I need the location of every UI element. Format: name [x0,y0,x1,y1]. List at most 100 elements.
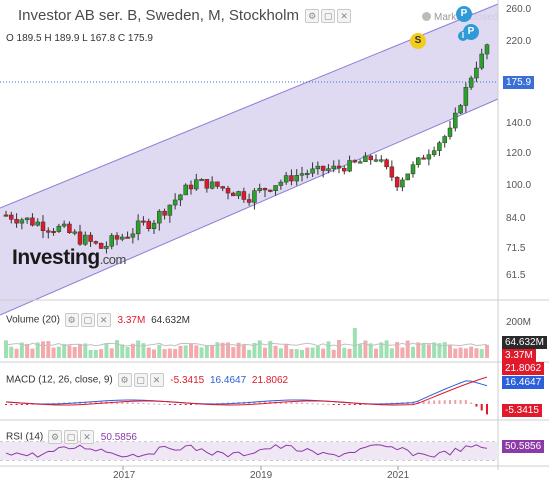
macd-hist-bar [131,402,134,404]
close-icon[interactable]: ✕ [80,430,95,444]
candle-body [347,160,352,172]
volume-bar [56,346,61,358]
volume-bar [173,348,178,358]
volume-bar [130,343,135,358]
gear-icon[interactable]: ⚙ [48,430,63,444]
close-icon[interactable]: ✕ [337,9,352,24]
candle-body [199,179,204,182]
candle-body [310,168,315,174]
candle-body [178,194,183,201]
volume-bar [400,347,405,358]
macd-hist-bar [147,403,150,405]
marker-p[interactable]: P [456,6,472,22]
candle-body [379,159,384,162]
candle-body [98,242,104,249]
macd-hist-bar [443,400,446,404]
candle-body [299,173,305,176]
macd-hist-bar [348,404,351,405]
candle-body [257,188,262,191]
settings-icon[interactable]: ▢ [321,9,336,24]
macd-hist-bar [264,401,266,404]
macd-hist-bar [31,403,34,405]
candle-body [225,187,231,194]
macd-hist-bar [10,404,13,405]
candle-body [125,236,130,239]
close-icon[interactable]: ✕ [149,373,164,387]
volume-bar [30,348,35,358]
macd-hist-bar [327,403,330,405]
volume-bar [437,343,442,358]
macd-hist-bar [258,401,261,404]
macd-hist-tag: -5.3415 [502,404,542,417]
candle-body [40,221,46,232]
candle-body [51,230,56,233]
candle-body [410,164,416,175]
volume-bar [458,347,463,358]
investing-logo: Investing.com [12,246,126,269]
marker-i[interactable]: I [458,31,468,41]
candle-body [88,234,93,242]
volume-bar [395,342,400,358]
candle-body [246,199,252,203]
candle-body [194,179,199,190]
macd-hist-bar [89,401,92,404]
volume-bar [368,343,373,358]
candle-body [252,190,257,203]
volume-bar [236,342,241,358]
gear-icon[interactable]: ⚙ [305,9,320,24]
macd-hist-bar [385,402,388,404]
macd-hist-bar [94,401,97,404]
chart-title-bar: Investor AB ser. B, Sweden, M, Stockholm… [18,7,352,24]
volume-bar [19,342,24,358]
candle-body [479,53,484,69]
candle-body [167,204,173,216]
volume-bar [157,344,162,358]
volume-bar [146,347,151,358]
candle-body [278,181,284,186]
gear-icon[interactable]: ⚙ [64,313,79,327]
candle-body [289,175,294,182]
macd-hist-bar [454,400,457,404]
settings-icon[interactable]: ▢ [133,373,148,387]
volume-bar [321,348,326,358]
macd-hist-bar [163,403,166,405]
volume-bar [416,342,421,358]
volume-bar [183,345,188,358]
volume-bar [99,349,104,358]
candle-body [14,219,19,224]
volume-bar [432,342,437,358]
volume-bar [152,349,156,358]
macd-hist-bar [449,400,451,404]
candle-body [326,168,331,171]
volume-bar [363,340,368,358]
gear-icon[interactable]: ⚙ [117,373,132,387]
candle-body [262,188,268,191]
volume-bar [120,344,125,358]
candle-body [484,44,490,55]
candle-body [109,235,114,247]
settings-icon[interactable]: ▢ [64,430,79,444]
volume-bar [136,340,141,358]
marker-s[interactable]: S [410,33,426,49]
macd-hist-bar [137,402,140,404]
price-tick: 140.0 [506,118,532,129]
price-tick: 220.0 [506,36,532,47]
candle-body [19,219,25,224]
macd-hist-bar [195,403,198,405]
volume-bar [125,346,130,358]
volume-bar [62,343,67,358]
volume-bar [252,342,257,358]
macd-hist-bar [353,404,356,405]
volume-bar [141,343,146,358]
volume-bar [331,349,336,358]
candle-body [363,155,368,162]
candle-body [447,127,453,137]
volume-bar [342,347,347,358]
volume-bar [474,348,479,358]
candle-body [204,179,210,189]
volume-bar [289,349,294,358]
settings-icon[interactable]: ▢ [80,313,95,327]
close-icon[interactable]: ✕ [96,313,111,327]
macd-hist-bar [301,402,303,404]
